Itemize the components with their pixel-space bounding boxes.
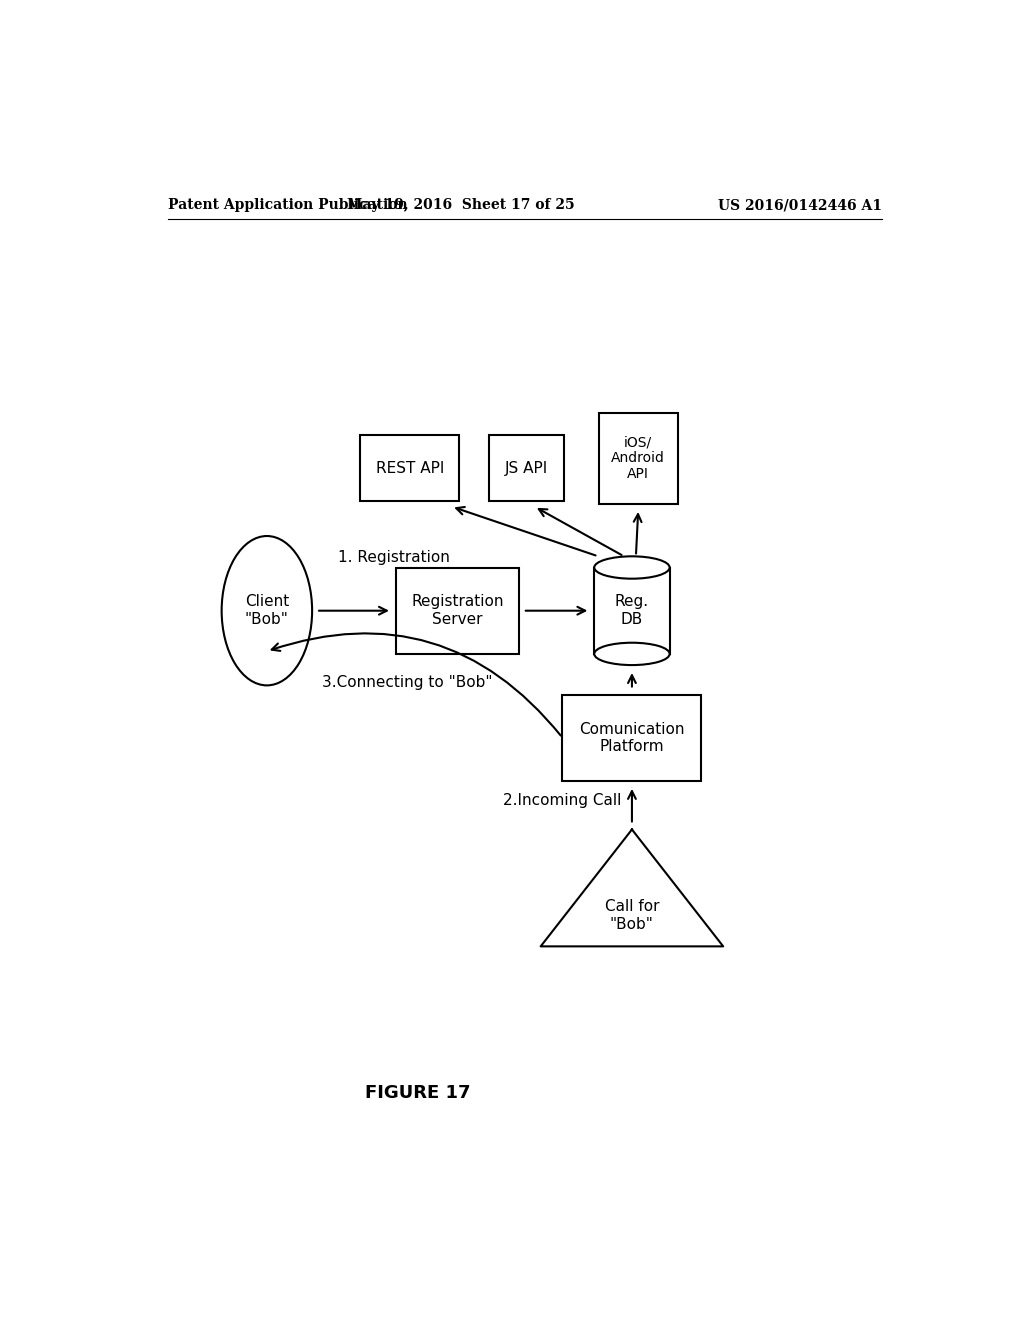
Text: 3.Connecting to "Bob": 3.Connecting to "Bob"	[323, 676, 493, 690]
Text: JS API: JS API	[505, 461, 548, 477]
Bar	[594, 568, 670, 653]
Ellipse shape	[594, 643, 670, 665]
Text: Registration
Server: Registration Server	[411, 594, 504, 627]
Bar	[360, 436, 460, 502]
Text: FIGURE 17: FIGURE 17	[365, 1085, 470, 1102]
Text: 1. Registration: 1. Registration	[338, 550, 451, 565]
Text: REST API: REST API	[376, 461, 444, 477]
Text: Call for
"Bob": Call for "Bob"	[605, 899, 659, 932]
Bar	[396, 568, 519, 653]
Text: Client
"Bob": Client "Bob"	[245, 594, 289, 627]
Bar	[562, 694, 701, 781]
Text: iOS/
Android
API: iOS/ Android API	[611, 436, 666, 482]
Bar	[599, 413, 678, 504]
Polygon shape	[541, 829, 723, 946]
Text: Reg.
DB: Reg. DB	[614, 594, 649, 627]
Bar	[488, 436, 564, 502]
Text: 2.Incoming Call: 2.Incoming Call	[504, 793, 622, 808]
Text: Comunication
Platform: Comunication Platform	[580, 722, 685, 754]
Text: Patent Application Publication: Patent Application Publication	[168, 198, 408, 213]
Text: May 19, 2016  Sheet 17 of 25: May 19, 2016 Sheet 17 of 25	[347, 198, 575, 213]
Ellipse shape	[594, 556, 670, 578]
Ellipse shape	[221, 536, 312, 685]
Text: US 2016/0142446 A1: US 2016/0142446 A1	[718, 198, 882, 213]
